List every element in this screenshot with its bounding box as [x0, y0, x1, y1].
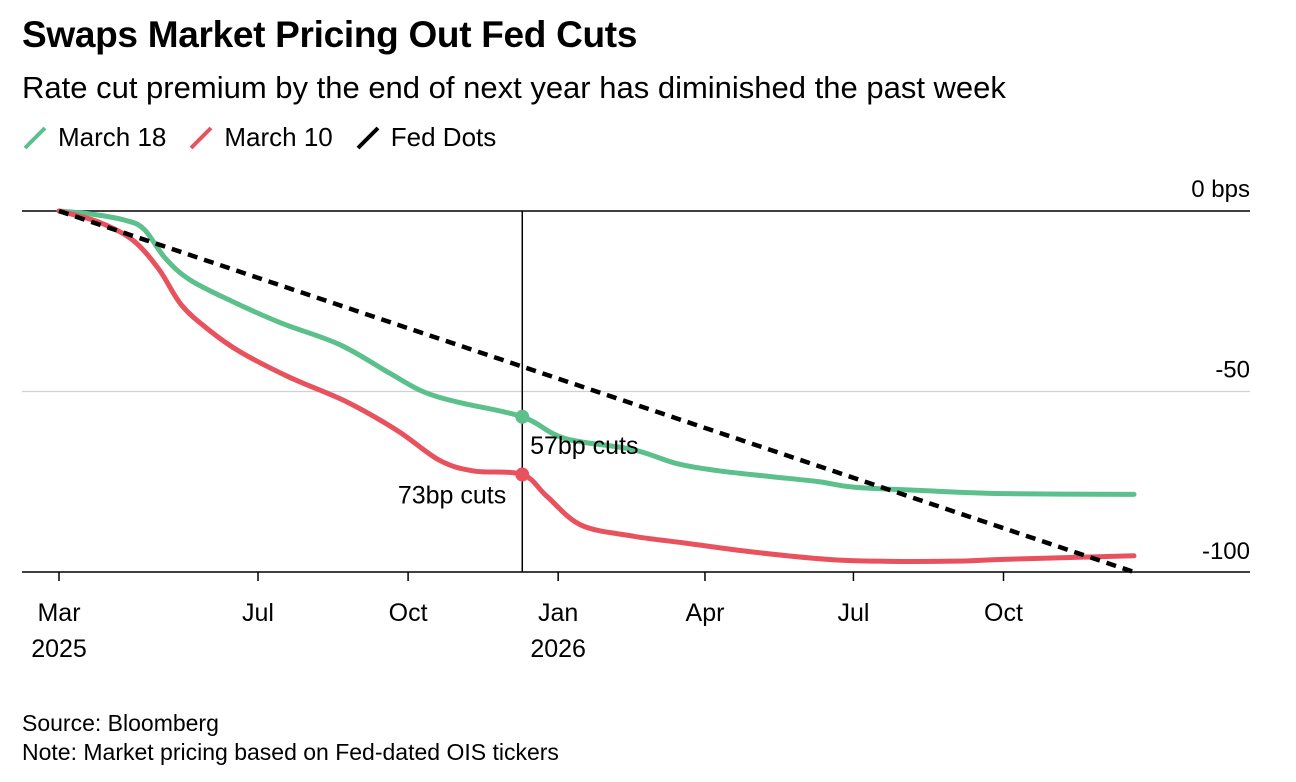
annotation-label-march10: 73bp cuts	[398, 482, 506, 510]
legend-label-fed-dots: Fed Dots	[390, 122, 497, 152]
x-tick-label: Jul	[242, 599, 274, 627]
chart-canvas: 0 bps -50 -100 Mar 2025 Jul Oct Jan 2026 Apr Jul Oc…	[22, 176, 1250, 663]
legend-swatch-fed-dots	[356, 126, 380, 149]
legend-swatch-march18	[23, 126, 47, 149]
x-tick-label: Oct	[984, 599, 1023, 627]
y-tick-label: -100	[1202, 538, 1250, 565]
chart-title: Swaps Market Pricing Out Fed Cuts	[22, 14, 638, 55]
source-note: Source: Bloomberg	[22, 710, 219, 736]
series-line-march10	[56, 208, 1137, 564]
x-tick-label: Apr	[686, 599, 725, 627]
x-tick-label: Oct	[389, 599, 428, 627]
annotation-marker-march10	[515, 467, 530, 482]
y-tick-label: 0 bps	[1191, 176, 1250, 203]
annotation-label-march18: 57bp cuts	[530, 432, 638, 460]
y-tick-label: -50	[1215, 357, 1250, 384]
annotation-marker-march18	[515, 409, 530, 424]
x-tick-year-label: 2025	[31, 635, 87, 663]
x-tick-label: Jan	[538, 599, 578, 627]
series-line-fed_dots	[58, 208, 1135, 575]
legend-item-march18: March 18	[22, 122, 166, 153]
legend-swatch-march10	[189, 126, 213, 149]
chart-subtitle: Rate cut premium by the end of next year…	[22, 70, 1006, 105]
legend-item-march10: March 10	[188, 122, 333, 153]
footnote: Note: Market pricing based on Fed-dated …	[22, 739, 559, 765]
legend-item-fed-dots: Fed Dots	[355, 122, 497, 153]
x-tick-label: Jul	[837, 599, 869, 627]
series-line-march18	[56, 208, 1137, 497]
legend-label-march10: March 10	[224, 122, 333, 152]
x-tick-label: Mar	[37, 599, 80, 627]
legend-label-march18: March 18	[58, 122, 167, 152]
legend: March 18 March 10 Fed Dots	[22, 122, 518, 153]
x-tick-year-label: 2026	[530, 635, 586, 663]
